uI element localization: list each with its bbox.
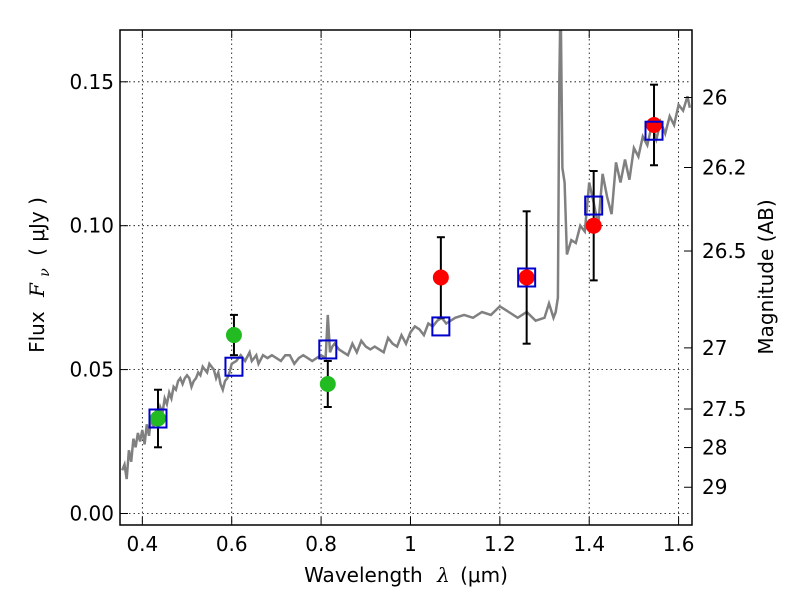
- y2-tick-label: 27: [702, 336, 727, 360]
- y2-tick-label: 26.2: [702, 155, 747, 179]
- grid-layer: [120, 30, 692, 525]
- model-square: [584, 195, 604, 216]
- errorbar-layer: [153, 83, 659, 449]
- model-square: [517, 267, 537, 288]
- y2-tick-label: 28: [702, 436, 727, 460]
- spectrum-line: [121, 30, 692, 480]
- red-data-point: [646, 116, 663, 133]
- x-tick-label: 0.8: [305, 532, 337, 556]
- y-axis-subscript: ν: [37, 268, 53, 277]
- green-data-point: [225, 327, 242, 344]
- marker-layer: [148, 116, 664, 429]
- red-data-point: [518, 269, 535, 286]
- y-axis-title-text: Flux: [25, 311, 49, 353]
- model-square: [318, 339, 338, 360]
- x-tick-label: 1.6: [663, 532, 695, 556]
- model-square: [431, 316, 451, 337]
- red-data-point: [432, 269, 449, 286]
- x-tick-label: 1.2: [484, 532, 516, 556]
- x-tick-label: 0.4: [126, 532, 158, 556]
- model-square: [224, 356, 244, 377]
- y2-tick-label: 26.5: [702, 239, 747, 263]
- y-tick-label: 0.15: [69, 70, 114, 94]
- tick-layer: 0.4 0.6 0.8 1 1.2 1.4 1.6 0.00 0.05 0.10 0.15 26 26.…: [69, 30, 747, 556]
- x-axis-title-text: Wavelength: [304, 563, 423, 587]
- y2-tick-label: 29: [702, 475, 727, 499]
- y2-axis-title: Magnitude (AB): [754, 199, 778, 354]
- y2-tick-label: 27.5: [702, 397, 747, 421]
- plot-frame: [119, 29, 693, 526]
- y-tick-label: 0.00: [69, 501, 114, 525]
- x-axis-unit: (μm): [460, 563, 508, 587]
- y-tick-label: 0.10: [69, 214, 114, 238]
- y-axis-title: Flux F ν ( μJy ): [25, 197, 54, 353]
- y2-tick-label: 26: [702, 86, 727, 110]
- spectrum-layer: [121, 30, 692, 480]
- x-tick-label: 0.6: [216, 532, 248, 556]
- red-data-point: [585, 217, 602, 234]
- y-axis-symbol: F: [25, 282, 49, 298]
- y-tick-label: 0.05: [69, 358, 114, 382]
- green-data-point: [319, 375, 336, 392]
- x-tick-label: 1: [404, 532, 417, 556]
- x-axis-symbol: λ: [436, 563, 450, 587]
- y-axis-unit: ( μJy ): [25, 197, 49, 256]
- model-square: [644, 120, 664, 141]
- green-data-point: [149, 410, 166, 427]
- x-axis-title: Wavelength λ (μm): [304, 563, 508, 587]
- model-square: [148, 408, 168, 429]
- x-tick-label: 1.4: [573, 532, 605, 556]
